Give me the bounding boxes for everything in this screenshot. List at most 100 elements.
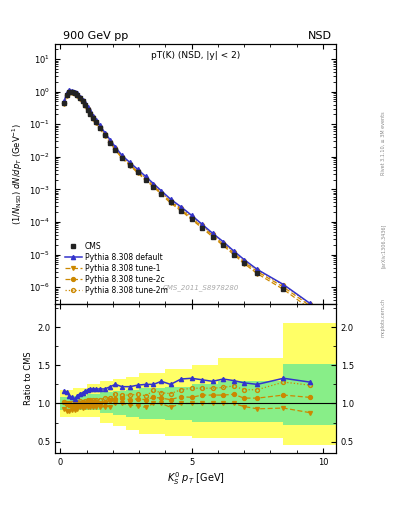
Line: Pythia 8.308 default: Pythia 8.308 default [62, 88, 312, 305]
Pythia 8.308 tune-2c [168, 199, 173, 205]
Pythia 8.308 tune-1 [127, 162, 132, 168]
Pythia 8.308 tune-2m [307, 301, 312, 307]
Pythia 8.308 tune-2c [113, 146, 118, 153]
CMS [80, 98, 85, 104]
Y-axis label: $(1/N_\mathrm{NSD})\ dN/dp_T\ (\mathrm{GeV}^{-1})$: $(1/N_\mathrm{NSD})\ dN/dp_T\ (\mathrm{G… [11, 123, 25, 225]
CMS [127, 162, 132, 168]
Pythia 8.308 tune-2m [72, 90, 77, 96]
Pythia 8.308 tune-2m [200, 222, 204, 228]
Pythia 8.308 tune-1 [67, 90, 72, 96]
CMS [72, 90, 77, 96]
Pythia 8.308 tune-2c [64, 92, 69, 98]
Pythia 8.308 default [94, 117, 98, 123]
Pythia 8.308 tune-2c [307, 303, 312, 309]
Y-axis label: Ratio to CMS: Ratio to CMS [24, 352, 33, 406]
Pythia 8.308 default [143, 174, 148, 180]
CMS [135, 169, 140, 176]
Pythia 8.308 default [75, 91, 80, 97]
Pythia 8.308 tune-2c [88, 111, 93, 117]
Pythia 8.308 default [210, 230, 215, 237]
Pythia 8.308 tune-2c [255, 268, 260, 274]
CMS [94, 119, 98, 125]
Pythia 8.308 tune-1 [86, 107, 90, 113]
Pythia 8.308 default [83, 100, 88, 106]
Pythia 8.308 tune-2m [83, 102, 88, 108]
CMS [62, 100, 66, 106]
CMS [210, 234, 215, 240]
CMS [143, 177, 148, 183]
Line: Pythia 8.308 tune-2c: Pythia 8.308 tune-2c [62, 90, 312, 308]
Pythia 8.308 tune-1 [307, 306, 312, 312]
Pythia 8.308 tune-1 [200, 225, 204, 231]
Pythia 8.308 tune-2c [159, 190, 164, 197]
Pythia 8.308 default [77, 94, 82, 100]
CMS [221, 242, 226, 248]
Pythia 8.308 tune-1 [64, 93, 69, 99]
Pythia 8.308 tune-2m [242, 258, 246, 264]
Text: 900 GeV pp: 900 GeV pp [63, 31, 128, 41]
Pythia 8.308 default [88, 108, 93, 114]
Pythia 8.308 tune-1 [168, 200, 173, 206]
Legend: CMS, Pythia 8.308 default, Pythia 8.308 tune-1, Pythia 8.308 tune-2c, Pythia 8.3: CMS, Pythia 8.308 default, Pythia 8.308 … [62, 239, 171, 298]
Pythia 8.308 default [70, 88, 74, 94]
Text: [arXiv:1306.3436]: [arXiv:1306.3436] [381, 224, 386, 268]
Pythia 8.308 tune-1 [210, 234, 215, 240]
CMS [108, 140, 112, 146]
Pythia 8.308 default [179, 204, 184, 210]
Pythia 8.308 default [72, 89, 77, 95]
Pythia 8.308 tune-1 [143, 177, 148, 183]
Pythia 8.308 tune-2c [231, 250, 236, 256]
Text: pT(K) (NSD, |y| < 2): pT(K) (NSD, |y| < 2) [151, 51, 240, 60]
Pythia 8.308 tune-1 [80, 99, 85, 105]
Pythia 8.308 default [103, 130, 107, 136]
Line: CMS: CMS [62, 89, 312, 309]
Pythia 8.308 tune-1 [88, 111, 93, 117]
CMS [159, 191, 164, 198]
CMS [151, 184, 156, 190]
Pythia 8.308 tune-2m [75, 92, 80, 98]
Pythia 8.308 tune-2m [135, 168, 140, 174]
CMS [200, 225, 204, 231]
Pythia 8.308 default [86, 104, 90, 111]
Pythia 8.308 default [127, 159, 132, 165]
Pythia 8.308 tune-2c [221, 241, 226, 247]
Text: CMS_2011_S8978280: CMS_2011_S8978280 [163, 284, 239, 291]
Pythia 8.308 default [242, 257, 246, 263]
Pythia 8.308 default [189, 212, 194, 219]
Pythia 8.308 tune-2m [119, 154, 124, 160]
Pythia 8.308 tune-2m [231, 248, 236, 254]
Pythia 8.308 tune-1 [119, 155, 124, 161]
Pythia 8.308 tune-2m [281, 282, 286, 288]
Pythia 8.308 tune-2m [159, 189, 164, 196]
Pythia 8.308 default [108, 137, 112, 143]
Pythia 8.308 tune-2c [189, 215, 194, 221]
Pythia 8.308 tune-2m [255, 267, 260, 273]
Pythia 8.308 tune-1 [159, 191, 164, 198]
Line: Pythia 8.308 tune-2m: Pythia 8.308 tune-2m [62, 90, 312, 306]
Pythia 8.308 default [255, 266, 260, 272]
CMS [88, 111, 93, 117]
Pythia 8.308 tune-2c [119, 154, 124, 160]
Pythia 8.308 tune-2m [221, 240, 226, 246]
Pythia 8.308 default [97, 122, 102, 129]
Pythia 8.308 tune-2m [97, 124, 102, 130]
CMS [168, 199, 173, 205]
Pythia 8.308 tune-1 [113, 147, 118, 153]
Pythia 8.308 tune-1 [179, 208, 184, 214]
Pythia 8.308 default [113, 144, 118, 150]
Pythia 8.308 tune-1 [221, 242, 226, 248]
Pythia 8.308 default [307, 300, 312, 306]
CMS [113, 147, 118, 153]
Pythia 8.308 tune-2c [179, 206, 184, 212]
Pythia 8.308 tune-2c [281, 284, 286, 290]
CMS [231, 251, 236, 258]
Pythia 8.308 tune-2c [242, 259, 246, 265]
Pythia 8.308 tune-2m [113, 145, 118, 152]
Pythia 8.308 tune-1 [189, 217, 194, 223]
Pythia 8.308 tune-2c [210, 232, 215, 239]
Pythia 8.308 tune-2m [67, 89, 72, 95]
Text: mcplots.cern.ch: mcplots.cern.ch [381, 298, 386, 337]
Pythia 8.308 tune-2m [70, 89, 74, 95]
Pythia 8.308 tune-2c [108, 139, 112, 145]
Pythia 8.308 tune-2c [83, 102, 88, 109]
